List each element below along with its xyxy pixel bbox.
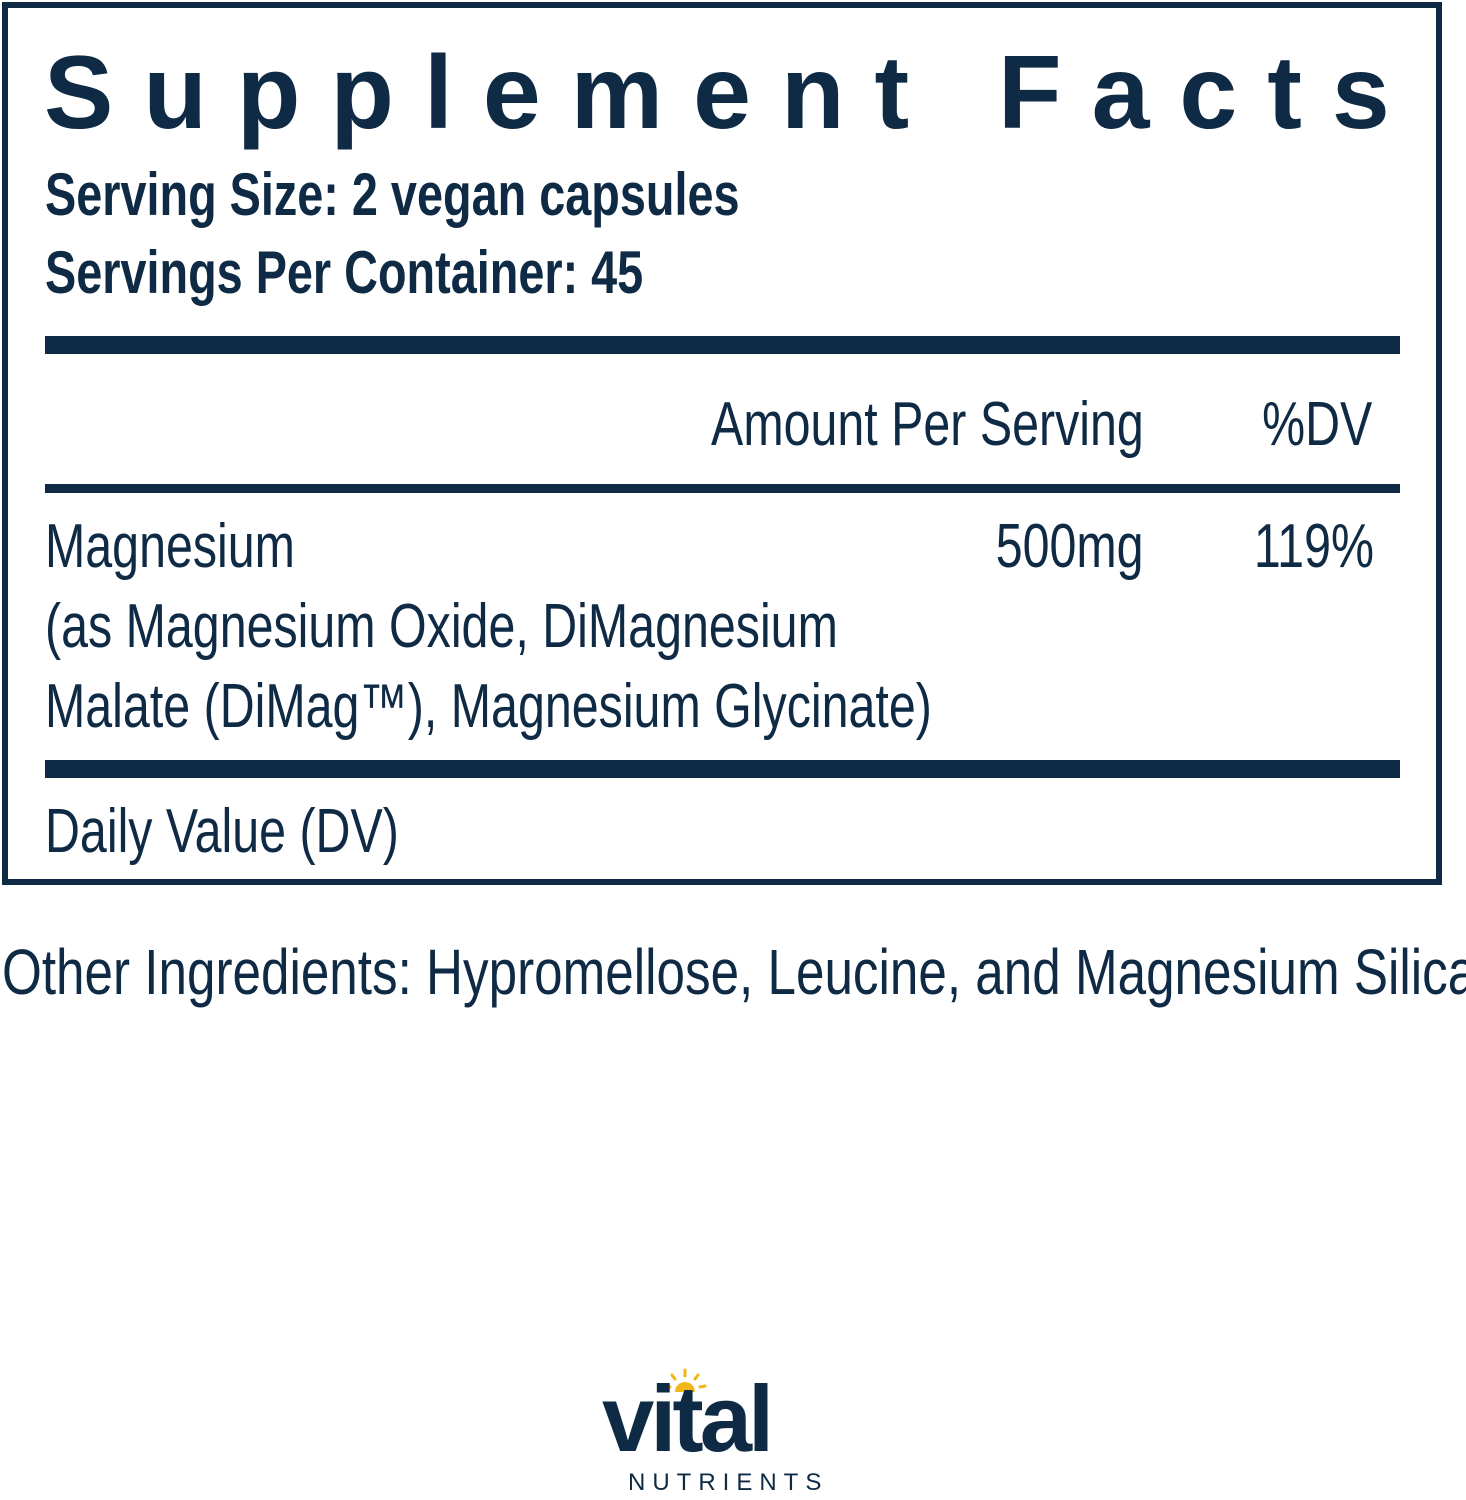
logo-sub-text: NUTRIENTS (628, 1469, 829, 1496)
nutrient-name: Magnesium (45, 512, 295, 581)
logo-brand-text: vital (602, 1366, 774, 1471)
sun-icon (663, 1368, 707, 1392)
thin-divider (45, 484, 1400, 493)
thick-divider (45, 760, 1400, 778)
other-ingredients: Other Ingredients: Hypromellose, Leucine… (2, 936, 1466, 1008)
nutrient-amount: 500mg (996, 512, 1144, 581)
header-dv: %DV (1261, 390, 1372, 459)
supplement-facts-panel (2, 2, 1442, 885)
nutrient-source-line: Malate (DiMag™), Magnesium Glycinate) (45, 672, 932, 741)
serving-size: Serving Size: 2 vegan capsules (45, 161, 740, 228)
thick-divider (45, 336, 1400, 354)
nutrient-source-line: (as Magnesium Oxide, DiMagnesium (45, 592, 838, 661)
nutrient-dv: 119% (1253, 512, 1374, 581)
servings-per-container: Servings Per Container: 45 (45, 239, 644, 306)
daily-value-footnote: Daily Value (DV) (45, 797, 399, 866)
header-amount: Amount Per Serving (711, 390, 1144, 459)
panel-title: Supplement Facts (44, 35, 1420, 151)
